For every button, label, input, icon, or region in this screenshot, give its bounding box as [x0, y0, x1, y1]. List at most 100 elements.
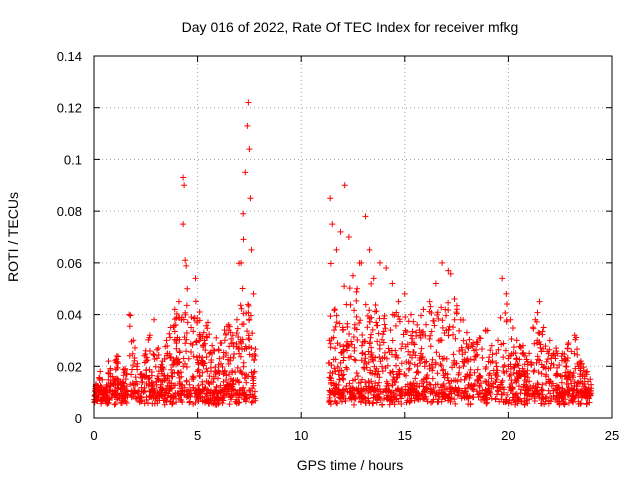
- data-point: [194, 357, 201, 364]
- data-point: [361, 338, 368, 345]
- data-point: [367, 388, 374, 395]
- data-point: [225, 386, 232, 393]
- data-point: [149, 400, 156, 407]
- data-point: [509, 325, 516, 332]
- data-point: [445, 267, 452, 274]
- data-point: [122, 365, 129, 372]
- data-point: [152, 363, 159, 370]
- data-point: [330, 356, 337, 363]
- y-axis-title: ROTI / TECUs: [5, 192, 21, 282]
- data-point: [346, 380, 353, 387]
- data-point: [421, 395, 428, 402]
- data-point: [210, 379, 217, 386]
- data-point: [423, 384, 430, 391]
- data-point: [554, 371, 561, 378]
- data-point: [240, 385, 247, 392]
- data-point: [568, 348, 575, 355]
- data-point: [331, 365, 338, 372]
- data-point: [344, 347, 351, 354]
- data-point: [439, 259, 446, 266]
- data-point: [327, 260, 334, 267]
- data-point: [507, 352, 514, 359]
- data-point: [358, 259, 365, 266]
- data-point: [216, 355, 223, 362]
- data-point: [402, 314, 409, 321]
- data-point: [181, 334, 188, 341]
- data-point: [476, 390, 483, 397]
- data-point: [534, 353, 541, 360]
- data-point: [365, 359, 372, 366]
- data-point: [333, 246, 340, 253]
- data-point: [473, 339, 480, 346]
- data-point: [467, 372, 474, 379]
- data-point: [499, 275, 506, 282]
- data-point: [381, 312, 388, 319]
- data-point: [586, 395, 593, 402]
- data-point: [546, 379, 553, 386]
- data-point: [483, 394, 490, 401]
- data-point: [520, 349, 527, 356]
- data-point: [351, 321, 358, 328]
- data-point: [173, 355, 180, 362]
- data-point: [368, 331, 375, 338]
- data-point: [237, 336, 244, 343]
- data-point: [434, 370, 441, 377]
- data-point: [252, 397, 259, 404]
- data-point: [163, 352, 170, 359]
- data-point: [239, 285, 246, 292]
- data-point: [420, 306, 427, 313]
- data-point: [372, 387, 379, 394]
- data-point: [186, 381, 193, 388]
- data-point: [409, 335, 416, 342]
- data-point: [170, 394, 177, 401]
- data-point: [206, 373, 213, 380]
- data-point: [564, 345, 571, 352]
- data-point: [524, 374, 531, 381]
- data-point: [578, 394, 585, 401]
- data-point: [343, 385, 350, 392]
- data-point: [226, 401, 233, 408]
- data-point: [395, 313, 402, 320]
- data-point: [208, 359, 215, 366]
- data-point: [450, 331, 457, 338]
- data-point: [550, 352, 557, 359]
- data-point: [344, 342, 351, 349]
- data-point: [414, 362, 421, 369]
- data-point: [247, 387, 254, 394]
- data-point: [248, 246, 255, 253]
- data-point: [433, 349, 440, 356]
- data-point: [252, 345, 259, 352]
- data-point: [427, 303, 434, 310]
- data-point: [334, 390, 341, 397]
- data-point: [441, 391, 448, 398]
- data-point: [480, 393, 487, 400]
- data-point: [142, 347, 149, 354]
- data-point: [223, 377, 230, 384]
- data-point: [128, 394, 135, 401]
- data-point: [364, 324, 371, 331]
- data-point: [466, 336, 473, 343]
- data-point: [327, 374, 334, 381]
- data-point: [384, 392, 391, 399]
- data-point: [428, 328, 435, 335]
- data-point: [180, 363, 187, 370]
- data-point: [451, 316, 458, 323]
- data-point: [365, 378, 372, 385]
- data-point: [327, 398, 334, 405]
- data-point: [543, 380, 550, 387]
- data-point: [140, 389, 147, 396]
- data-point: [532, 316, 539, 323]
- data-point: [573, 383, 580, 390]
- data-point: [375, 379, 382, 386]
- data-point: [183, 348, 190, 355]
- data-point: [430, 385, 437, 392]
- data-point: [542, 373, 549, 380]
- data-point: [337, 341, 344, 348]
- data-point: [459, 351, 466, 358]
- data-point: [127, 381, 134, 388]
- data-point: [196, 373, 203, 380]
- data-point: [336, 394, 343, 401]
- data-point: [333, 319, 340, 326]
- data-point: [350, 334, 357, 341]
- data-point: [544, 356, 551, 363]
